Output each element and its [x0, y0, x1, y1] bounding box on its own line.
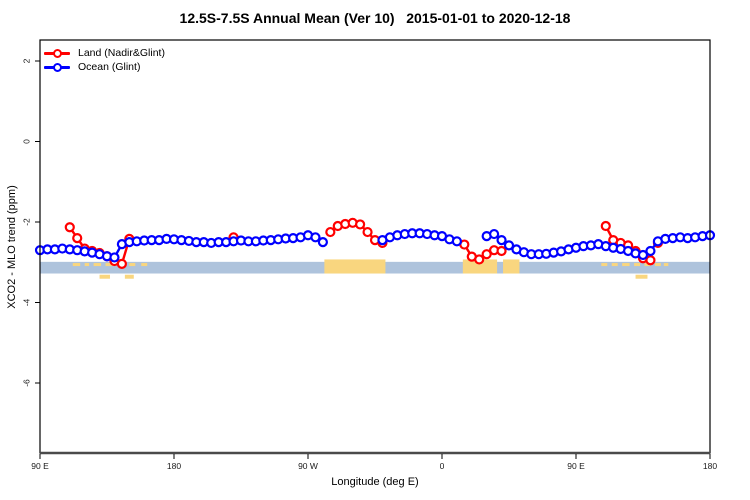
surface-band-land-patch [503, 259, 520, 274]
y-axis-tick-label: -6 [21, 379, 31, 387]
legend-label: Land (Nadir&Glint) [78, 47, 165, 59]
ocean-series-point [109, 252, 120, 263]
surface-band-island-speckle [634, 263, 641, 267]
x-axis-tick-label: 90 E [31, 461, 49, 471]
ocean-series-point [451, 236, 462, 247]
x-axis-tick-label: 90 E [567, 461, 585, 471]
land-series-point [72, 233, 83, 244]
y-axis-tick-label: -2 [21, 218, 31, 226]
surface-band-island-speckle [611, 263, 618, 267]
y-axis-tick-label: -4 [21, 298, 31, 306]
legend-label: Ocean (Glint) [78, 61, 141, 73]
surface-band-island-speckle [84, 263, 90, 267]
surface-band-land-patch [462, 259, 498, 274]
land-series-swatch-icon [44, 48, 70, 58]
surface-band-island-speckle [141, 263, 148, 267]
x-axis-tick-label: 0 [440, 461, 445, 471]
legend-item-ocean: Ocean (Glint) [44, 60, 165, 74]
x-axis-tick-label: 180 [703, 461, 717, 471]
surface-band-island-speckle [99, 274, 110, 279]
surface-band-island-speckle [622, 263, 630, 267]
land-series-point [600, 220, 611, 232]
land-series-point [362, 226, 373, 238]
legend-item-land: Land (Nadir&Glint) [44, 46, 165, 60]
land-series-point [116, 258, 127, 269]
chart-title: 12.5S-7.5S Annual Mean (Ver 10) 2015-01-… [179, 10, 571, 26]
surface-band-island-speckle [72, 263, 81, 267]
land-series-point [496, 245, 507, 257]
ocean-series-point [489, 228, 500, 240]
surface-band-island-speckle [105, 263, 113, 267]
surface-band-island-speckle [654, 263, 661, 267]
land-series-point [355, 219, 366, 230]
y-axis-tick-label: 2 [21, 58, 31, 63]
ocean-series-point [496, 235, 507, 246]
surface-band-land-patch [324, 259, 386, 274]
ocean-series-point [317, 237, 328, 248]
surface-band-island-speckle [663, 263, 669, 267]
surface-band-island-speckle [635, 274, 648, 279]
surface-band-island-speckle [601, 263, 608, 267]
x-axis-label: Longitude (deg E) [331, 476, 419, 488]
ocean-series-point [310, 232, 321, 243]
surface-band-island-speckle [644, 263, 651, 267]
x-axis-tick-label: 90 W [298, 461, 318, 471]
land-series-point [481, 249, 492, 260]
x-axis-tick-label: 180 [167, 461, 181, 471]
ocean-series-swatch-icon [44, 62, 70, 72]
land-series-point [64, 222, 75, 233]
ocean-series-point [637, 249, 649, 261]
ocean-series-point [645, 245, 656, 257]
land-series-point [645, 255, 656, 266]
surface-band-island-speckle [129, 263, 136, 267]
y-axis-tick-label: 0 [21, 139, 31, 144]
legend: Land (Nadir&Glint) Ocean (Glint) [44, 46, 165, 74]
ocean-series-point [503, 240, 515, 251]
land-series-point [474, 254, 485, 265]
surface-band-island-speckle [124, 274, 134, 279]
y-axis-label: XCO2 - MLO trend (ppm) [6, 185, 18, 309]
land-series-point [325, 226, 336, 238]
surface-band-island-speckle [93, 263, 102, 267]
